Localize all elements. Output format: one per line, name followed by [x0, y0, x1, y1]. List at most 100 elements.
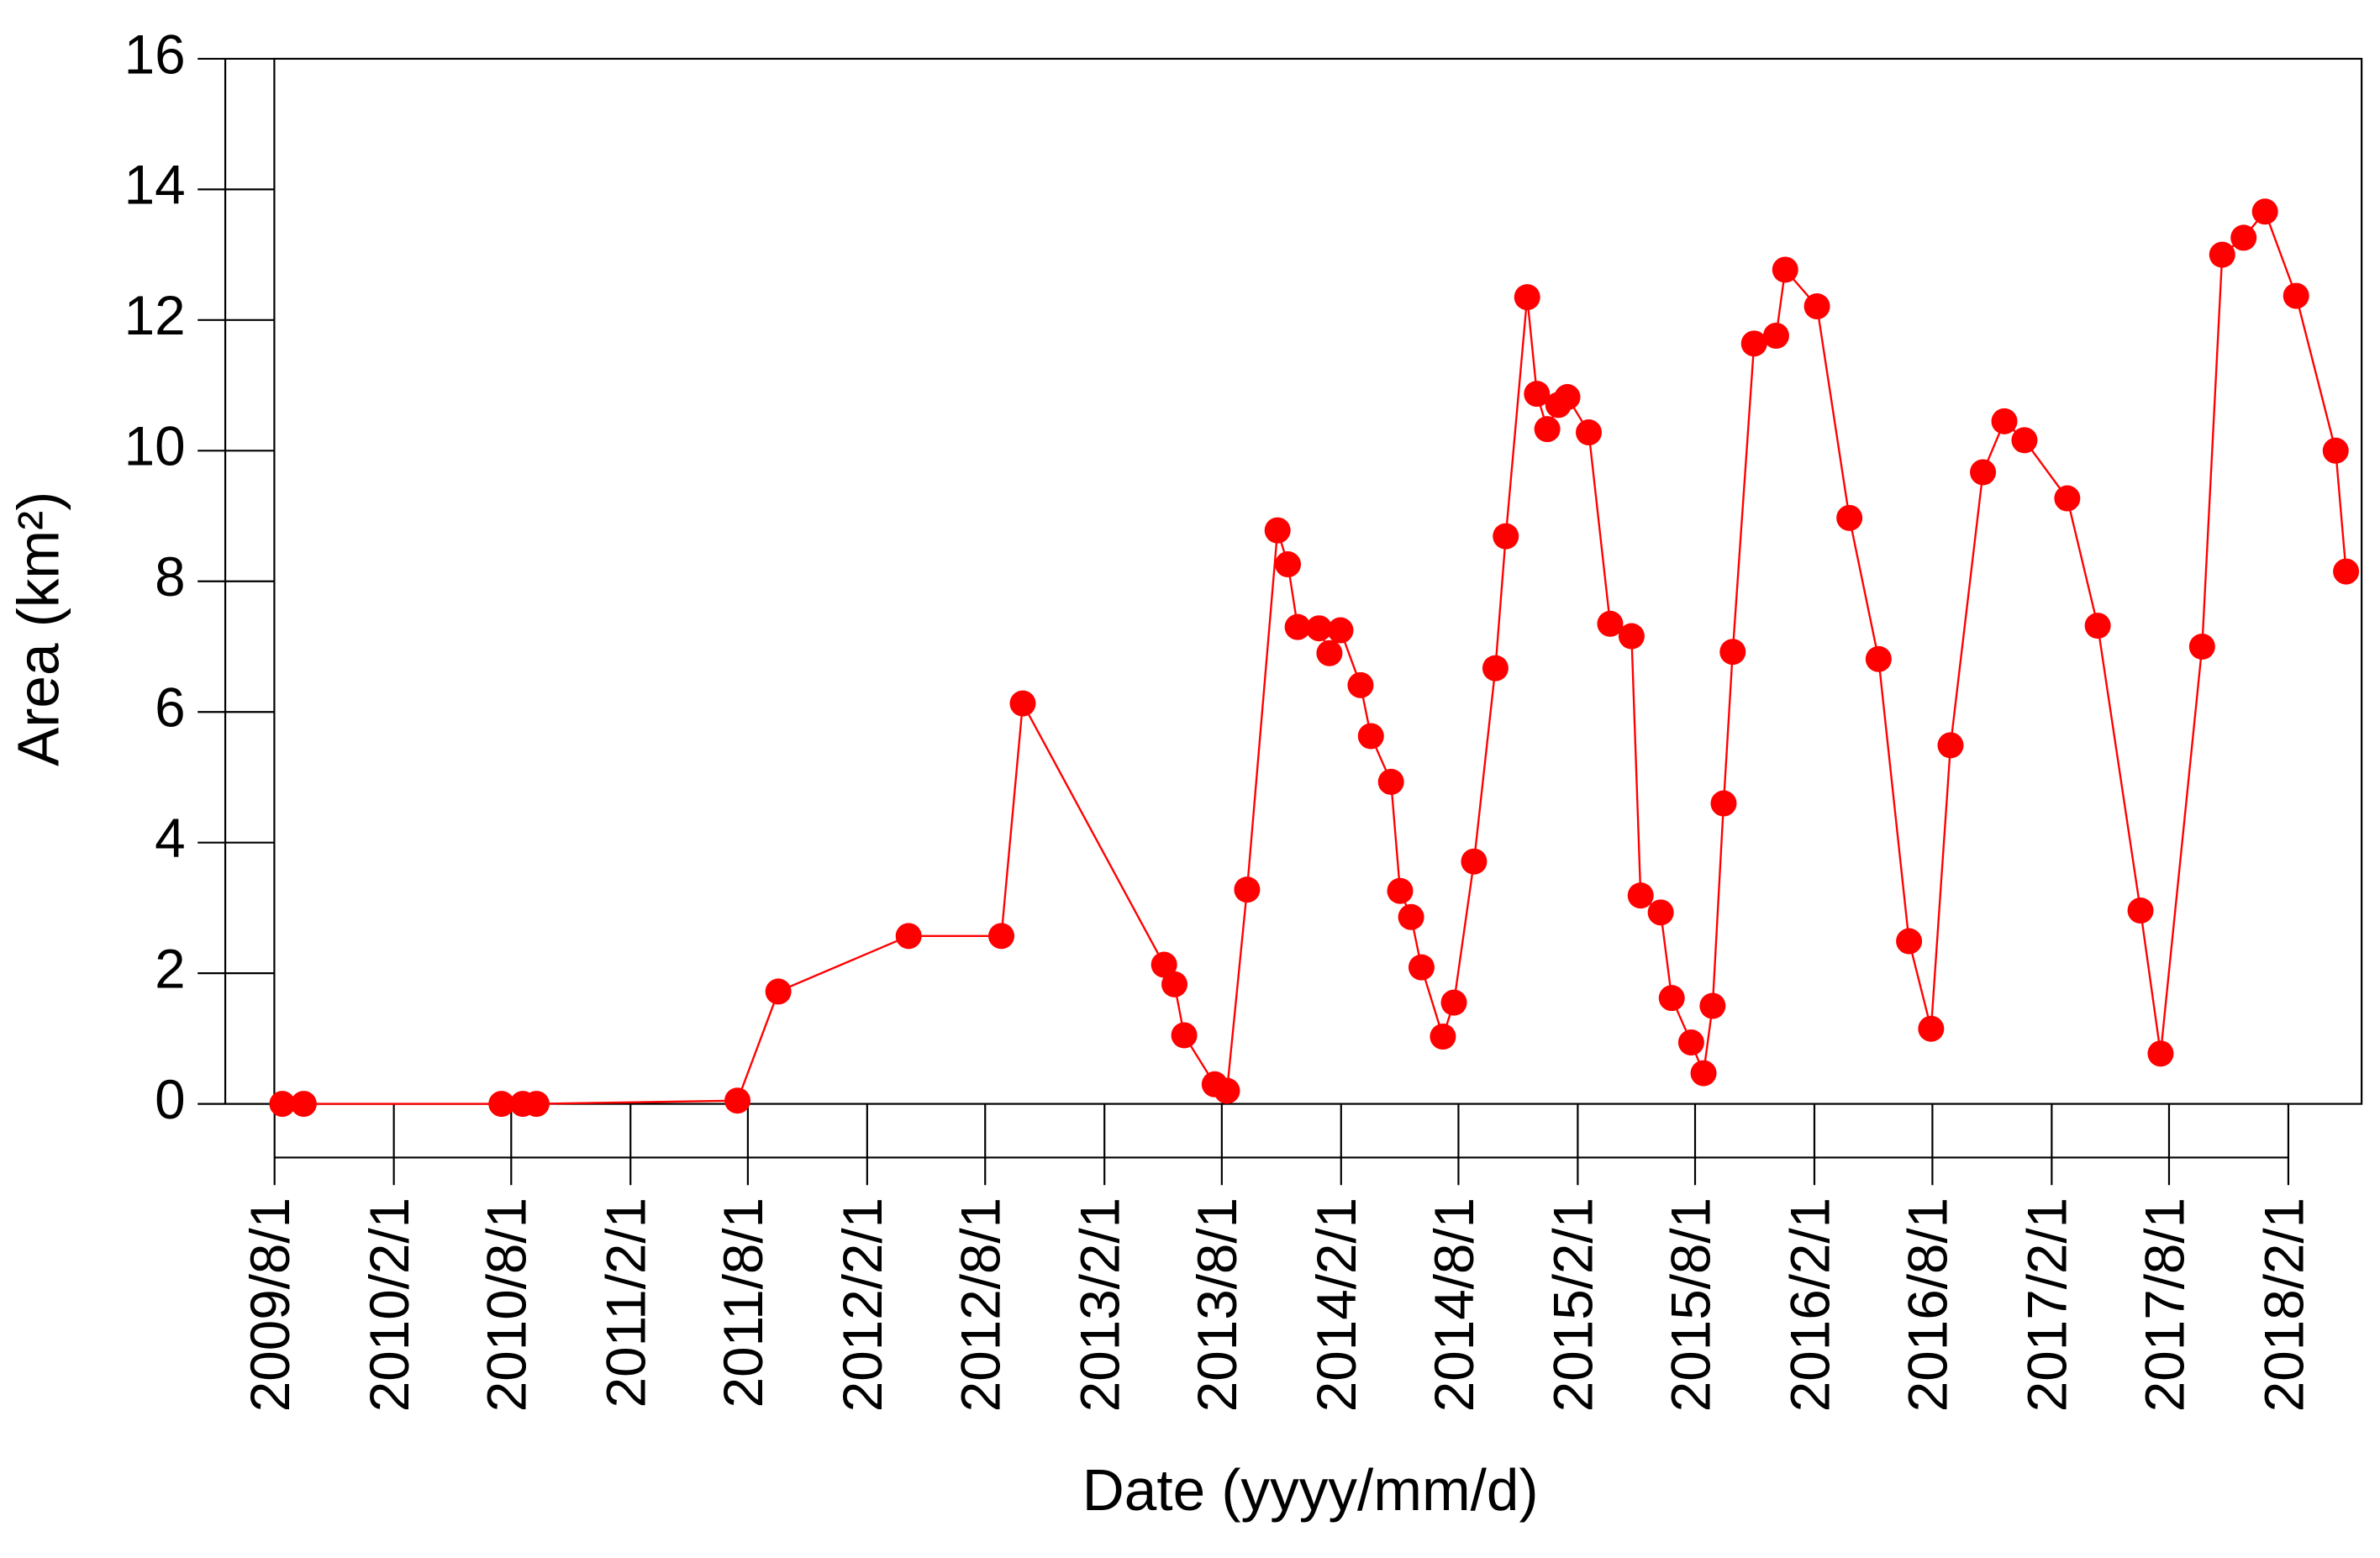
data-point [290, 1091, 317, 1118]
data-point [1264, 517, 1291, 544]
x-tick-label: 2013/8/1 [1187, 1197, 1248, 1412]
data-point [1896, 928, 1923, 955]
y-tick-label: 16 [124, 24, 186, 85]
data-point [1647, 899, 1674, 926]
y-tick-label: 2 [155, 938, 186, 999]
data-point [988, 923, 1015, 950]
x-tick-label: 2014/8/1 [1424, 1197, 1485, 1412]
data-point [1699, 992, 1726, 1019]
data-point [2127, 897, 2154, 924]
data-point [1493, 523, 1519, 550]
y-axis-label: Area (km²) [5, 492, 71, 766]
data-point [2333, 558, 2360, 585]
data-point [1576, 419, 1603, 446]
data-point [1970, 459, 1997, 486]
data-point [1387, 877, 1414, 904]
data-point [1554, 384, 1581, 411]
x-tick-label: 2010/2/1 [359, 1197, 420, 1412]
data-point [1408, 954, 1435, 981]
data-point [765, 978, 792, 1005]
data-point [1009, 690, 1036, 717]
data-point [1284, 613, 1311, 640]
y-tick-label: 12 [124, 285, 186, 346]
data-point [724, 1087, 751, 1114]
data-point [2084, 613, 2111, 640]
data-point [1534, 416, 1561, 443]
data-point [2011, 427, 2038, 454]
x-tick-label: 2014/2/1 [1306, 1197, 1367, 1412]
data-point [1719, 639, 1746, 666]
x-tick-label: 2016/2/1 [1779, 1197, 1840, 1412]
data-point [1740, 330, 1767, 357]
data-point [2054, 485, 2081, 512]
data-point [269, 1091, 296, 1118]
data-point [1377, 768, 1404, 795]
data-point [1618, 623, 1645, 650]
data-point [1357, 723, 1384, 750]
data-point [1991, 408, 2018, 434]
y-tick-label: 10 [124, 416, 186, 477]
x-tick-label: 2017/8/1 [2134, 1197, 2195, 1412]
y-tick-label: 6 [155, 677, 186, 739]
data-point [1772, 256, 1798, 283]
data-point [1398, 903, 1424, 930]
data-point [2147, 1040, 2174, 1067]
data-point [1627, 882, 1654, 909]
data-point [2283, 282, 2309, 309]
data-point [1440, 989, 1467, 1016]
y-tick-label: 8 [155, 546, 186, 608]
data-point [1214, 1077, 1240, 1104]
y-tick-label: 14 [124, 155, 186, 216]
x-tick-label: 2013/2/1 [1070, 1197, 1131, 1412]
data-point [1430, 1024, 1456, 1050]
data-point [1937, 732, 1964, 759]
x-axis-label: Date (yyyy/mm/d) [1082, 1457, 1539, 1523]
x-tick-label: 2011/2/1 [596, 1197, 657, 1408]
data-point [1524, 381, 1551, 408]
data-point [1918, 1015, 1945, 1042]
x-tick-label: 2012/2/1 [832, 1197, 893, 1412]
data-point [1151, 951, 1177, 978]
y-tick-label: 4 [155, 808, 186, 869]
data-point [1710, 790, 1737, 817]
data-point [1306, 615, 1333, 642]
data-point [1677, 1029, 1704, 1056]
x-tick-label: 2015/2/1 [1543, 1197, 1604, 1412]
data-point [1690, 1060, 1717, 1087]
data-point [1275, 551, 1302, 578]
data-point [2251, 198, 2278, 225]
data-point [895, 923, 922, 950]
data-point [523, 1091, 550, 1118]
x-tick-label: 2009/8/1 [240, 1197, 301, 1412]
data-point [1327, 617, 1354, 644]
data-point [1865, 645, 1892, 672]
x-tick-label: 2011/8/1 [713, 1197, 774, 1408]
data-point [2188, 633, 2215, 660]
x-tick-label: 2018/2/1 [2253, 1197, 2314, 1412]
data-point [2322, 437, 2349, 464]
data-point [1658, 985, 1685, 1012]
data-point [1762, 322, 1789, 349]
data-point [1482, 655, 1509, 682]
data-line [282, 209, 2347, 1105]
x-tick-label: 2010/8/1 [477, 1197, 538, 1412]
plot-box [273, 57, 2363, 1105]
x-tick-label: 2012/8/1 [950, 1197, 1012, 1412]
data-point [1836, 504, 1863, 531]
data-point [1316, 640, 1343, 666]
data-point [1461, 848, 1488, 875]
data-point [1514, 284, 1540, 311]
data-point [1597, 610, 1624, 637]
y-tick-label: 0 [155, 1069, 186, 1130]
data-point [1234, 876, 1261, 903]
x-tick-label: 2017/2/1 [2017, 1197, 2078, 1412]
x-tick-label: 2015/8/1 [1660, 1197, 1721, 1412]
data-point [1347, 671, 1374, 698]
data-point [1171, 1022, 1198, 1049]
data-point [2230, 224, 2257, 251]
data-point [2209, 241, 2235, 268]
data-point [1803, 293, 1830, 320]
data-point [488, 1091, 515, 1118]
